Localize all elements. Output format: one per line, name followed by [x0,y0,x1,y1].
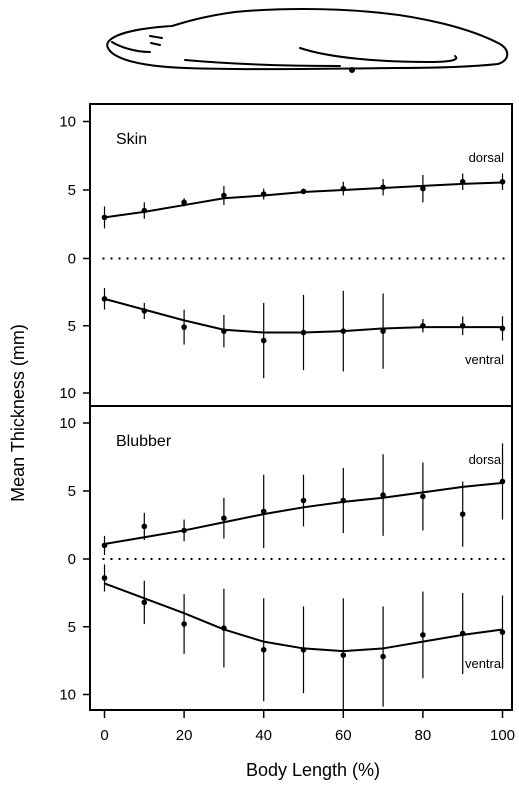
data-point [499,325,506,332]
x-tick-label: 20 [176,727,193,744]
dorsal-series [101,443,506,555]
dorsal-series [101,173,506,229]
data-point [141,523,148,530]
data-point [181,199,187,206]
y-tick-label: 10 [59,687,76,704]
data-point [181,324,187,330]
data-point [340,652,347,659]
dorsal-label: dorsal [469,150,505,165]
data-point [260,646,267,653]
y-tick-label: 5 [68,619,76,636]
data-point [380,653,386,660]
data-point [101,214,108,221]
blubber-panel: 10 5 0 5 10 Blubber dorsal ventral [59,405,513,713]
panel-frame [89,405,513,711]
data-point [420,632,426,638]
panel-title: Blubber [116,433,172,450]
data-point [260,191,267,197]
data-point [499,629,506,635]
data-point [141,599,148,606]
data-point [181,621,187,627]
y-tick-label: 10 [59,385,76,402]
seal-body-outline [106,8,509,71]
x-tick-label: 40 [255,727,272,744]
data-point [380,328,386,334]
data-point [380,184,386,191]
y-axis-title: Mean Thickness (mm) [8,324,28,502]
seal-illustration [106,8,509,73]
panel-title: Skin [116,131,147,148]
y-tick-label: 10 [59,415,76,432]
data-point [221,625,227,631]
data-point [221,328,227,334]
ventral-series [101,564,506,713]
ventral-series [101,288,506,379]
seal-eye [149,35,163,46]
y-tick-label: 0 [68,551,76,568]
data-point [340,497,347,504]
data-point [101,542,108,549]
seal-fleck [349,67,355,73]
data-point [420,493,426,500]
x-tick-label: 100 [490,727,515,744]
y-tick-label: 10 [59,114,76,131]
data-point [459,178,466,185]
x-axis-title: Body Length (%) [246,760,380,780]
fit-curve [104,181,503,219]
skin-panel: 10 5 0 5 10 Skin dorsal ventral [59,103,513,407]
data-point [459,322,466,329]
data-point [459,630,466,637]
seal-flipper [299,47,458,63]
data-point [420,322,426,329]
x-axis: 0 20 40 60 80 100 [100,710,515,744]
data-point [221,192,227,199]
data-point [340,185,347,192]
data-point [141,308,148,314]
x-tick-label: 60 [335,727,352,744]
data-point [300,646,307,653]
data-point [340,328,347,334]
y-tick-label: 5 [68,483,76,500]
data-point [300,329,307,336]
seal-snout-line [111,41,151,53]
data-point [101,296,108,302]
data-point [260,508,267,515]
data-point [221,515,227,521]
data-point [260,337,267,344]
x-tick-label: 0 [100,727,108,744]
data-point [459,511,466,517]
y-tick-label: 5 [68,318,76,335]
panel-frame [89,103,513,407]
data-point [300,497,307,504]
data-point [101,575,108,581]
ventral-label: ventral [465,656,504,671]
dorsal-label: dorsal [469,452,505,467]
x-tick-label: 80 [415,727,432,744]
data-point [300,188,307,195]
y-tick-label: 0 [68,251,76,268]
seal-belly-line [184,59,341,67]
y-tick-label: 5 [68,182,76,199]
data-point [499,478,506,485]
data-point [181,527,187,534]
ventral-label: ventral [465,352,504,367]
data-point [499,178,506,185]
data-point [420,185,426,192]
data-point [380,492,386,498]
data-point [141,207,148,214]
